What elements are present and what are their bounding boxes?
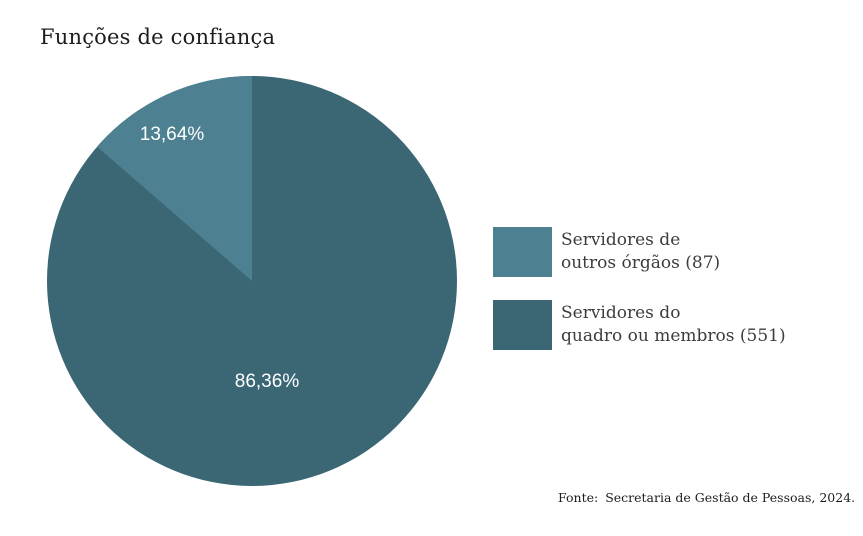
- pie-slice-label-outros-orgaos: 13,64%: [139, 124, 205, 145]
- pie-slice-label-quadro-membros: 86,36%: [234, 371, 300, 392]
- source-note: Fonte: Secretaria de Gestão de Pessoas, 2…: [558, 490, 855, 505]
- legend-item-outros-orgaos: Servidores de outros órgãos (87): [493, 227, 786, 277]
- legend-label-quadro-membros: Servidores do quadro ou membros (551): [561, 302, 786, 348]
- legend-swatch-outros-orgaos: [493, 227, 552, 277]
- source-text: Secretaria de Gestão de Pessoas, 2024.: [605, 490, 856, 505]
- legend-label-line2: outros órgãos (87): [561, 253, 721, 273]
- source-label: Fonte:: [558, 490, 599, 505]
- pie-chart: 13,64% 86,36%: [47, 76, 457, 486]
- legend: Servidores de outros órgãos (87) Servido…: [493, 227, 786, 350]
- legend-swatch-quadro-membros: [493, 300, 552, 350]
- legend-label-line1: Servidores de: [561, 230, 681, 250]
- legend-label-line1: Servidores do: [561, 303, 681, 323]
- pie-svg: [47, 76, 457, 486]
- legend-label-outros-orgaos: Servidores de outros órgãos (87): [561, 229, 720, 275]
- chart-title: Funções de confiança: [40, 25, 276, 49]
- legend-label-line2: quadro ou membros (551): [561, 326, 786, 346]
- legend-item-quadro-membros: Servidores do quadro ou membros (551): [493, 300, 786, 350]
